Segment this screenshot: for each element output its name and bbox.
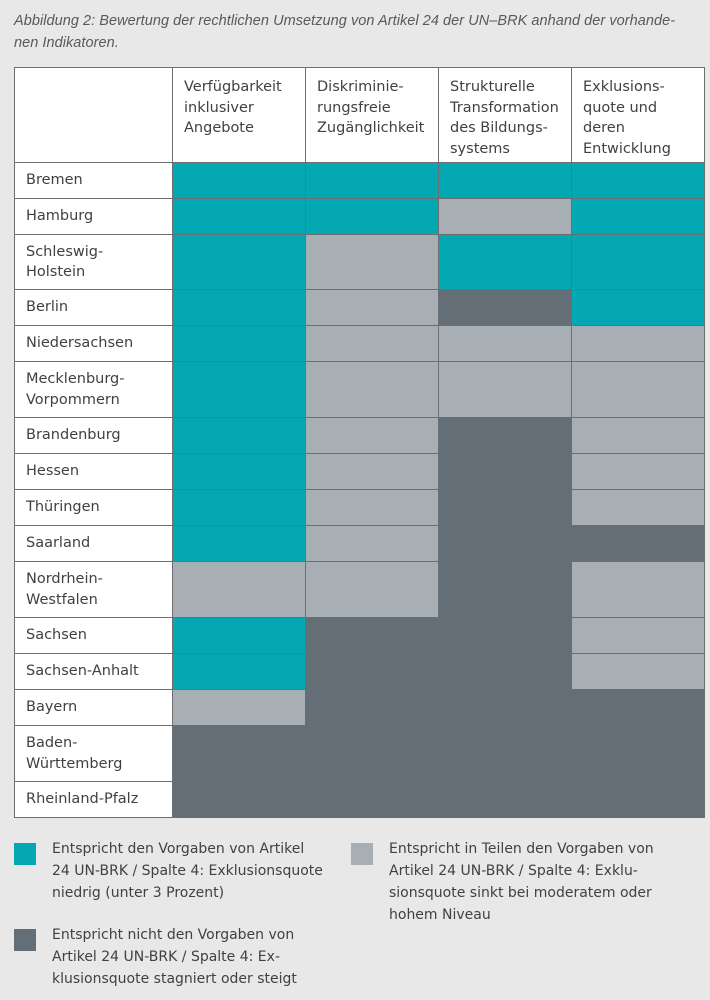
heatmap-cell — [306, 326, 438, 361]
row-label: Schleswig- Holstein — [15, 235, 172, 289]
heatmap-cell — [572, 163, 704, 198]
heatmap-cell — [306, 163, 438, 198]
heatmap-cell — [572, 490, 704, 525]
legend-text-teilweise: Entspricht in Teilen den Vorgaben von Ar… — [389, 841, 654, 923]
legend-item-teilweise: Entspricht in Teilen den Vorgaben von Ar… — [351, 838, 654, 926]
row-label: Bremen — [15, 163, 172, 198]
row-label: Brandenburg — [15, 418, 172, 453]
row-label: Hessen — [15, 454, 172, 489]
heatmap-cell — [306, 690, 438, 725]
row-label: Berlin — [15, 290, 172, 325]
heatmap-cell — [439, 418, 571, 453]
legend-item-nicht: Entspricht nicht den Vorgaben von Artike… — [14, 924, 297, 990]
heatmap-cell — [439, 199, 571, 234]
heatmap-cell — [439, 362, 571, 417]
heatmap-cell — [572, 526, 704, 561]
heatmap-cell — [173, 690, 305, 725]
heatmap-cell — [306, 618, 438, 653]
heatmap-cell — [439, 654, 571, 689]
column-header-exklusionsquote: Exklusions- quote und deren Entwicklung — [572, 68, 704, 162]
heatmap-cell — [306, 418, 438, 453]
heatmap-cell — [572, 418, 704, 453]
heatmap-cell — [572, 618, 704, 653]
heatmap-cell — [173, 199, 305, 234]
heatmap-cell — [572, 782, 704, 817]
heatmap-cell — [306, 726, 438, 781]
heatmap-cell — [173, 418, 305, 453]
heatmap-cell — [306, 290, 438, 325]
heatmap-cell — [173, 362, 305, 417]
corner-cell — [15, 68, 172, 162]
row-label: Sachsen-Anhalt — [15, 654, 172, 689]
heatmap-cell — [572, 726, 704, 781]
row-label: Sachsen — [15, 618, 172, 653]
heatmap-cell — [572, 290, 704, 325]
heatmap-cell — [306, 526, 438, 561]
heatmap-cell — [173, 782, 305, 817]
row-label: Bayern — [15, 690, 172, 725]
heatmap-cell — [439, 526, 571, 561]
heatmap-cell — [572, 235, 704, 289]
heatmap-cell — [173, 454, 305, 489]
heatmap-cell — [439, 290, 571, 325]
legend-item-entspricht: Entspricht den Vorgaben von Artikel 24 U… — [14, 838, 323, 904]
heatmap-cell — [572, 362, 704, 417]
row-label: Baden- Württemberg — [15, 726, 172, 781]
legend-swatch-teal — [14, 843, 36, 865]
heatmap-cell — [572, 690, 704, 725]
heatmap-cell — [439, 490, 571, 525]
heatmap-cell — [173, 490, 305, 525]
heatmap-cell — [173, 290, 305, 325]
heatmap-cell — [173, 526, 305, 561]
column-header-zugaenglichkeit: Diskriminie- rungsfreie Zugänglichkeit — [306, 68, 438, 162]
heatmap-cell — [572, 654, 704, 689]
legend-text-entspricht: Entspricht den Vorgaben von Artikel 24 U… — [52, 841, 323, 901]
heatmap-cell — [306, 562, 438, 617]
heatmap-cell — [173, 726, 305, 781]
heatmap-cell — [439, 163, 571, 198]
row-label: Thüringen — [15, 490, 172, 525]
heatmap-cell — [173, 562, 305, 617]
heatmap-cell — [173, 163, 305, 198]
column-header-verfuegbarkeit: Verfügbarkeit inklusiver Angebote — [173, 68, 305, 162]
heatmap-cell — [306, 490, 438, 525]
figure-caption: Abbildung 2: Bewertung der rechtlichen U… — [14, 13, 676, 51]
legend-swatch-darkgray — [14, 929, 36, 951]
heatmap-cell — [173, 235, 305, 289]
row-label: Saarland — [15, 526, 172, 561]
heatmap-cell — [572, 199, 704, 234]
heatmap-cell — [439, 326, 571, 361]
heatmap-cell — [572, 562, 704, 617]
row-label: Hamburg — [15, 199, 172, 234]
legend-text-nicht: Entspricht nicht den Vorgaben von Artike… — [52, 927, 297, 987]
row-label: Rheinland-Pfalz — [15, 782, 172, 817]
row-label: Mecklenburg- Vorpommern — [15, 362, 172, 417]
legend-swatch-lightgray — [351, 843, 373, 865]
heatmap-cell — [306, 782, 438, 817]
heatmap-cell — [306, 454, 438, 489]
heatmap-cell — [439, 726, 571, 781]
heatmap-cell — [439, 562, 571, 617]
heatmap-cell — [306, 362, 438, 417]
heatmap-cell — [306, 654, 438, 689]
heatmap-cell — [572, 326, 704, 361]
heatmap-cell — [572, 454, 704, 489]
assessment-heatmap: Verfügbarkeit inklusiver Angebote Diskri… — [14, 67, 705, 818]
heatmap-cell — [173, 618, 305, 653]
column-header-transformation: Strukturelle Transformation des Bildungs… — [439, 68, 571, 162]
heatmap-cell — [439, 618, 571, 653]
heatmap-cell — [439, 454, 571, 489]
heatmap-cell — [439, 235, 571, 289]
row-label: Nordrhein- Westfalen — [15, 562, 172, 617]
heatmap-cell — [306, 199, 438, 234]
heatmap-cell — [173, 326, 305, 361]
row-label: Niedersachsen — [15, 326, 172, 361]
heatmap-cell — [306, 235, 438, 289]
heatmap-cell — [439, 690, 571, 725]
heatmap-cell — [439, 782, 571, 817]
heatmap-cell — [173, 654, 305, 689]
